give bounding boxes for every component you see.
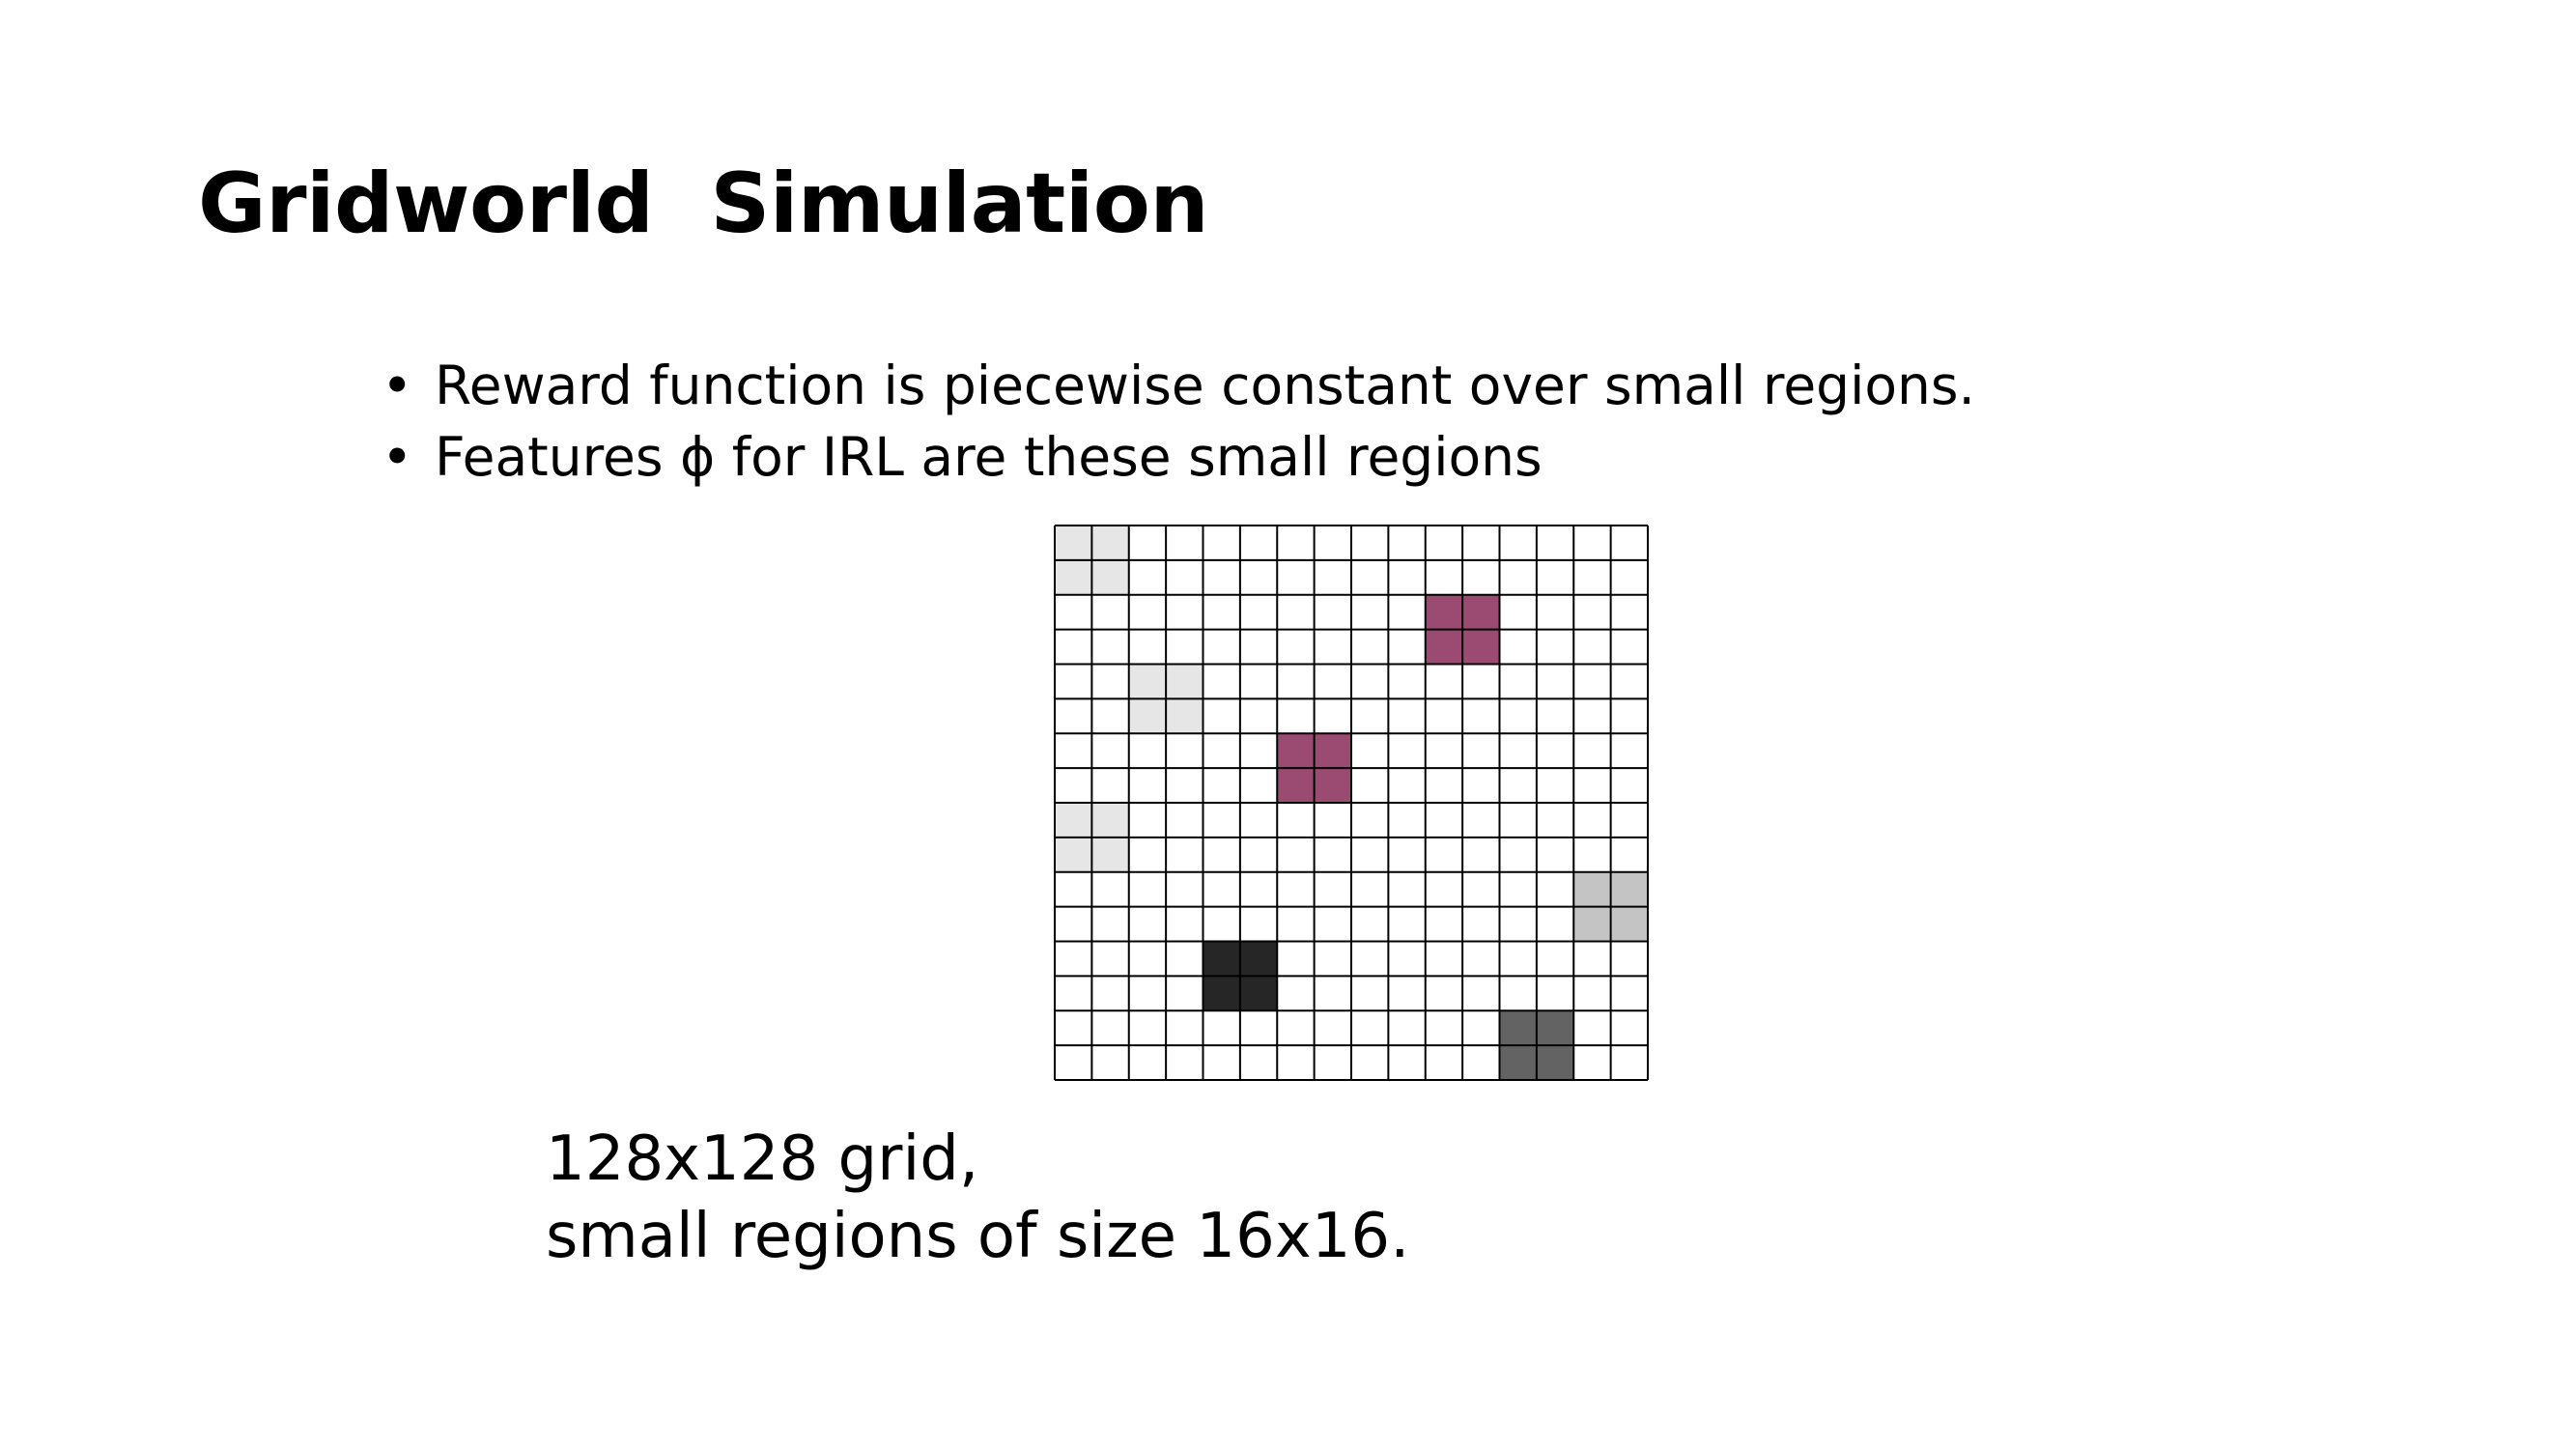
bullet-marker: • <box>382 355 413 416</box>
bullet-item: • Reward function is piecewise constant … <box>382 350 1975 421</box>
grid-caption: 128x128 grid, small regions of size 16x1… <box>546 1121 1409 1275</box>
grid-lines <box>1054 525 1649 1081</box>
bullet-list: • Reward function is piecewise constant … <box>382 350 1975 493</box>
caption-line: 128x128 grid, <box>546 1123 979 1195</box>
bullet-text: Reward function is piecewise constant ov… <box>435 355 1975 416</box>
caption-line: small regions of size 16x16. <box>546 1201 1410 1272</box>
bullet-text: Features ϕ for IRL are these small regio… <box>435 426 1543 488</box>
gridworld-figure <box>1054 525 1649 1081</box>
bullet-item: • Features ϕ for IRL are these small reg… <box>382 421 1975 493</box>
slide-title: Gridworld Simulation <box>198 156 1209 252</box>
bullet-marker: • <box>382 426 413 488</box>
